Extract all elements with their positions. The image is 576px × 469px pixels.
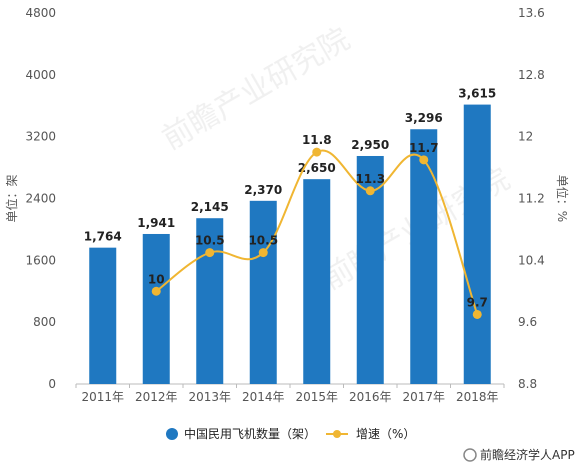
x-tick-label: 2011年	[81, 390, 124, 404]
y-tick-right: 13.6	[518, 6, 545, 20]
x-tick-label: 2018年	[456, 390, 499, 404]
bar-value-label: 1,941	[137, 216, 175, 230]
legend-bar-label: 中国民用飞机数量（架）	[184, 426, 316, 441]
line-value-label: 11.8	[302, 133, 332, 147]
line-value-labels: 10 10.5 10.5 11.8 11.3 11.7 9.7	[148, 133, 488, 309]
y-ticks-left: 0 800 1600 2400 3200 4000 4800	[25, 6, 56, 391]
line-point	[419, 155, 429, 165]
line-point	[365, 186, 375, 196]
source-logo-icon	[463, 448, 477, 462]
source-attribution: 前瞻经济学人APP	[463, 447, 575, 462]
y-tick-left: 2400	[25, 192, 56, 206]
bar	[196, 218, 224, 384]
bar-series	[89, 104, 491, 384]
y-tick-right: 12.8	[518, 68, 545, 82]
bar-value-label: 1,764	[84, 230, 122, 244]
y-tick-left: 3200	[25, 130, 56, 144]
legend-bar-swatch	[166, 428, 178, 440]
bar-value-labels: 1,764 1,941 2,145 2,370 2,650 2,950 3,296 3,615	[84, 87, 496, 244]
x-tick-label: 2016年	[349, 390, 392, 404]
y-axis-title-right: 单位：%	[555, 175, 570, 222]
bar	[463, 104, 491, 384]
y-tick-left: 1600	[25, 253, 56, 267]
y-tick-right: 9.6	[518, 315, 537, 329]
source-text: 前瞻经济学人APP	[480, 447, 575, 462]
x-tick-label: 2017年	[402, 390, 445, 404]
bar	[410, 129, 438, 384]
bar-value-label: 3,296	[405, 111, 443, 125]
bar	[303, 179, 331, 384]
bar-value-label: 2,950	[351, 138, 389, 152]
y-tick-left: 4000	[25, 68, 56, 82]
line-series	[151, 147, 482, 319]
y-axis-title-left: 单位：架	[4, 174, 19, 222]
bar	[142, 233, 170, 384]
x-tick-label: 2012年	[135, 390, 178, 404]
bar-value-label: 2,370	[244, 183, 282, 197]
line-value-label: 11.7	[409, 141, 439, 155]
y-tick-left: 0	[48, 377, 56, 391]
line-point	[151, 286, 161, 296]
x-tick-label: 2013年	[188, 390, 231, 404]
y-tick-right: 12	[518, 130, 533, 144]
x-ticks: 2011年 2012年 2013年 2014年 2015年 2016年 2017年 2018年	[75, 384, 505, 404]
legend-line-marker	[333, 430, 341, 438]
y-tick-right: 11.2	[518, 192, 545, 206]
y-tick-left: 4800	[25, 6, 56, 20]
x-tick-label: 2015年	[295, 390, 338, 404]
y-tick-left: 800	[33, 315, 56, 329]
line-value-label: 11.3	[355, 172, 385, 186]
y-tick-right: 8.8	[518, 377, 537, 391]
line-value-label: 9.7	[467, 295, 488, 309]
line-value-label: 10.5	[195, 234, 225, 248]
bar-value-label: 3,615	[458, 87, 496, 101]
line-point	[258, 248, 268, 258]
y-tick-right: 10.4	[518, 253, 545, 267]
x-tick-label: 2014年	[242, 390, 285, 404]
line-value-label: 10.5	[248, 234, 278, 248]
legend: 中国民用飞机数量（架） 增速（%）	[166, 426, 415, 441]
bar-value-label: 2,145	[191, 200, 229, 214]
y-ticks-right: 8.8 9.6 10.4 11.2 12 12.8 13.6	[518, 6, 545, 391]
bar	[249, 200, 277, 384]
bar	[89, 247, 117, 384]
line-point	[312, 147, 322, 157]
line-point	[205, 248, 215, 258]
line-value-label: 10	[148, 272, 165, 286]
legend-line-label: 增速（%）	[356, 427, 415, 441]
bar-value-label: 2,650	[298, 161, 336, 175]
line-point	[472, 309, 482, 319]
